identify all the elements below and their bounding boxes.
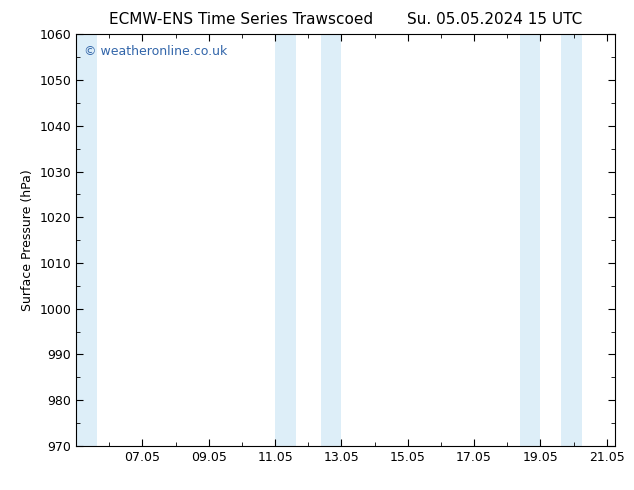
Bar (321, 34, 341, 446)
Text: © weatheronline.co.uk: © weatheronline.co.uk (84, 45, 228, 58)
Y-axis label: Surface Pressure (hPa): Surface Pressure (hPa) (21, 169, 34, 311)
Bar (561, 34, 582, 446)
Bar (76, 34, 97, 446)
Text: ECMW-ENS Time Series Trawscoed: ECMW-ENS Time Series Trawscoed (109, 12, 373, 27)
Text: Su. 05.05.2024 15 UTC: Su. 05.05.2024 15 UTC (407, 12, 582, 27)
Bar (275, 34, 296, 446)
Bar (520, 34, 540, 446)
